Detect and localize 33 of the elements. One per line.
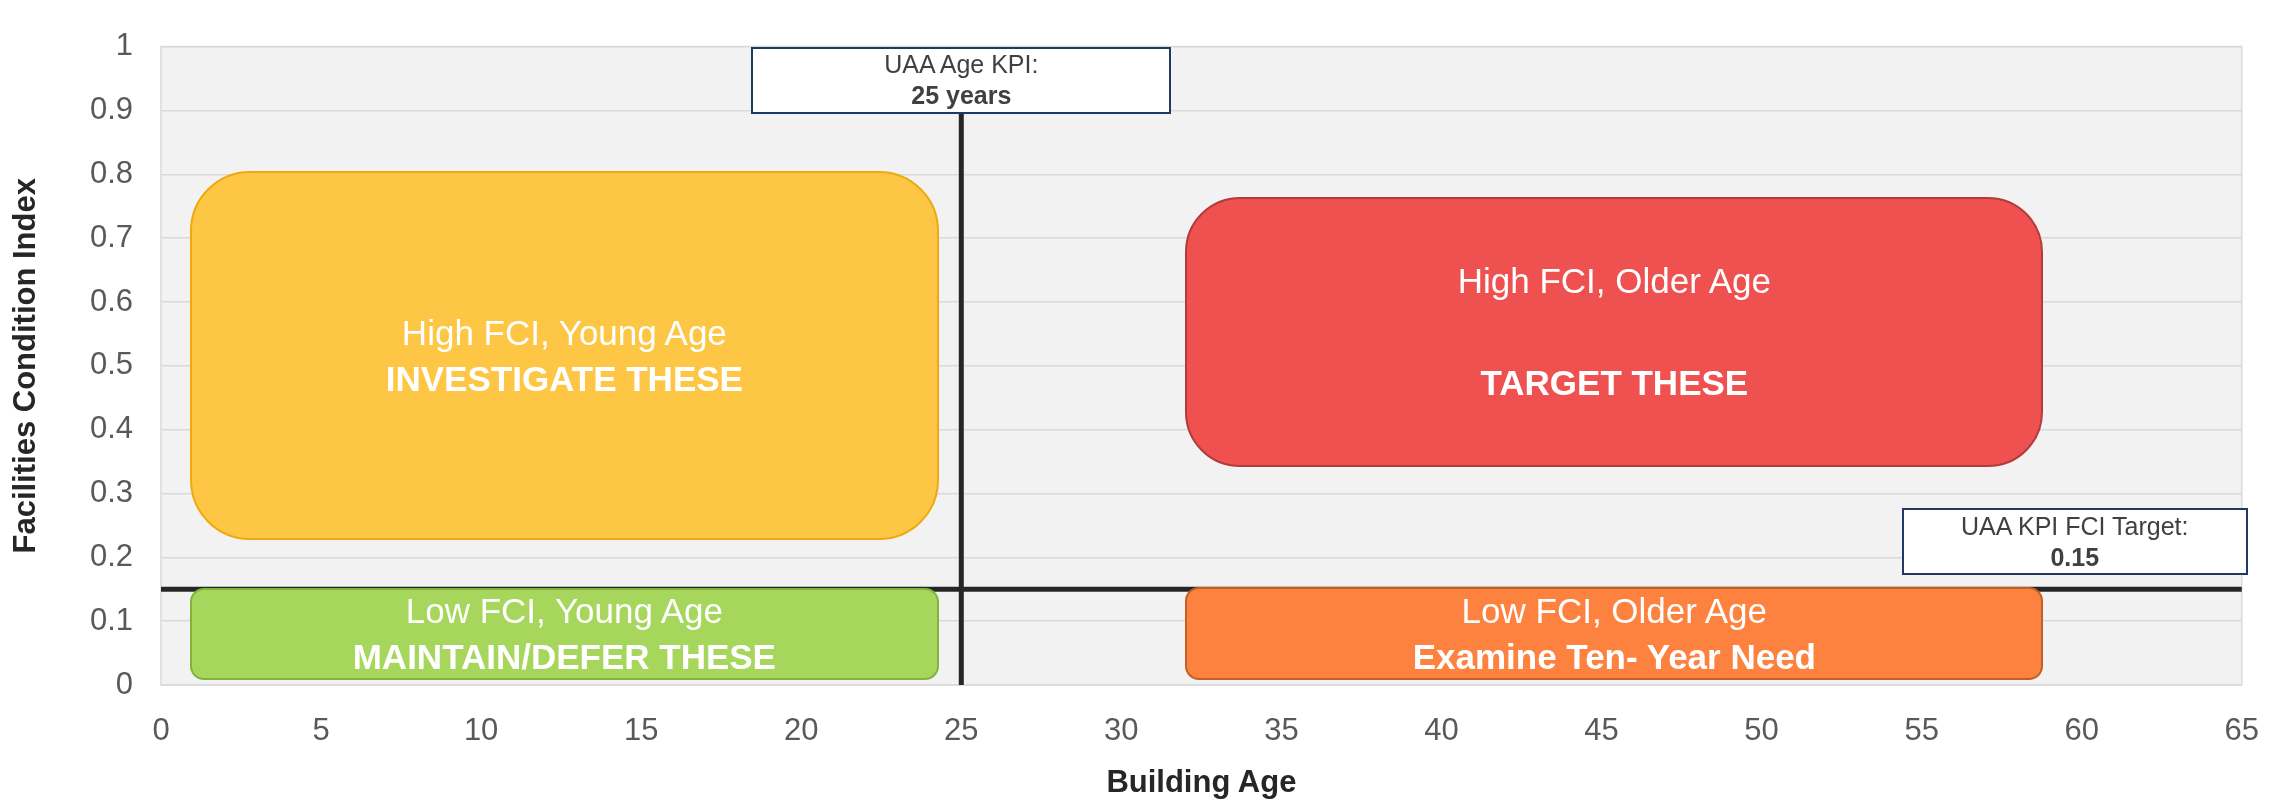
x-tick-label: 30 <box>1104 712 1139 748</box>
y-tick-label: 0.9 <box>89 90 133 126</box>
x-tick-label: 25 <box>944 712 979 748</box>
y-tick-label: 1 <box>115 27 133 63</box>
annotation: Low FCI, Older Age Examine Ten- Year Need <box>1412 589 1816 678</box>
text: High FCI, Older Age TARGET THESE <box>1457 261 1771 403</box>
x-tick-label: 5 <box>312 712 330 748</box>
y-axis-title: Facilities Condition Index <box>7 177 43 554</box>
ref-line-label: UAA KPI FCI Target: 0.15 <box>1961 510 2189 573</box>
annotation: High FCI, Young Age INVESTIGATE THESE <box>385 311 743 400</box>
x-tick-label: 55 <box>1904 712 1939 748</box>
y-tick-label: 0.2 <box>89 537 133 573</box>
y-tick-label: 0.6 <box>89 282 133 318</box>
y-tick-label: 0.5 <box>89 346 133 382</box>
annotation: Low FCI, Young Age MAINTAIN/DEFER THESE <box>352 589 776 678</box>
y-tick-label: 0.1 <box>89 601 133 637</box>
x-tick-label: 10 <box>463 712 499 748</box>
x-tick-label: 20 <box>783 712 819 748</box>
y-tick-label: 0.8 <box>89 154 133 190</box>
x-tick-label: 40 <box>1424 712 1459 748</box>
y-tick-label: 0 <box>115 665 133 701</box>
x-tick-label: 45 <box>1584 712 1619 748</box>
x-tick-label: 60 <box>2064 712 2099 748</box>
x-tick-label: 50 <box>1744 712 1779 748</box>
x-axis-title: Building Age <box>1106 763 1297 799</box>
x-tick-label: 0 <box>152 712 170 748</box>
y-tick-label: 0.4 <box>89 410 133 446</box>
x-tick-label: 65 <box>2224 712 2259 748</box>
ref-line-label: UAA Age KPI: 25 years <box>884 49 1039 112</box>
x-tick-label: 15 <box>623 712 659 748</box>
y-tick-label: 0.7 <box>89 218 133 254</box>
x-tick-label: 35 <box>1264 712 1299 748</box>
y-tick-label: 0.3 <box>89 474 133 510</box>
